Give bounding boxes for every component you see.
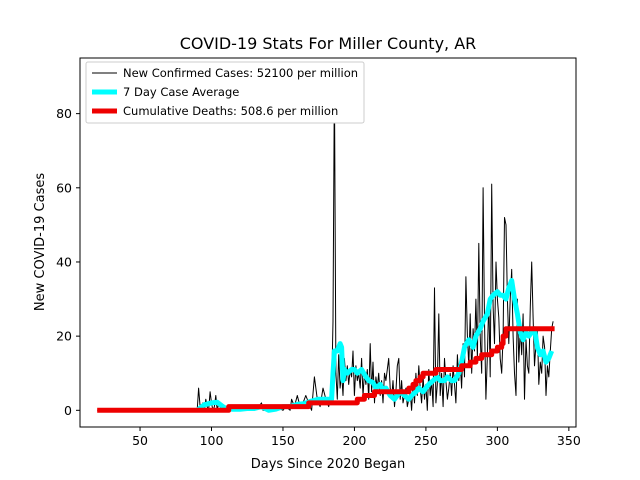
- y-tick-label: 0: [64, 403, 72, 418]
- x-tick-label: 50: [132, 433, 148, 448]
- series-line-cumulative-deaths: [97, 326, 555, 413]
- y-tick-label: 60: [56, 180, 72, 195]
- legend-label-7-day-average: 7 Day Case Average: [123, 85, 239, 99]
- legend-box: [85, 61, 365, 124]
- y-tick-label: 80: [56, 106, 72, 121]
- y-axis-label: New COVID-19 Cases: [33, 173, 48, 311]
- series-layer: [97, 76, 555, 413]
- legend-label-new-cases: New Confirmed Cases: 52100 per million: [123, 66, 358, 80]
- plot-frame: [79, 57, 577, 428]
- x-tick-label: 300: [485, 433, 509, 448]
- legend-label-cumulative-deaths: Cumulative Deaths: 508.6 per million: [123, 104, 338, 118]
- x-tick-label: 150: [271, 433, 295, 448]
- x-axis-ticks: 50 100 150 200 250 300 350: [132, 427, 581, 448]
- y-tick-label: 40: [56, 254, 72, 269]
- x-tick-label: 350: [557, 433, 581, 448]
- x-tick-label: 100: [200, 433, 224, 448]
- y-tick-label: 20: [56, 329, 72, 344]
- x-tick-label: 200: [343, 433, 367, 448]
- x-axis-label: Days Since 2020 Began: [251, 457, 406, 472]
- legend: New Confirmed Cases: 52100 per million 7…: [85, 61, 365, 124]
- y-axis-ticks: 0 20 40 60 80: [56, 106, 80, 418]
- chart-title: COVID-19 Stats For Miller County, AR: [180, 34, 477, 53]
- x-tick-label: 250: [414, 433, 438, 448]
